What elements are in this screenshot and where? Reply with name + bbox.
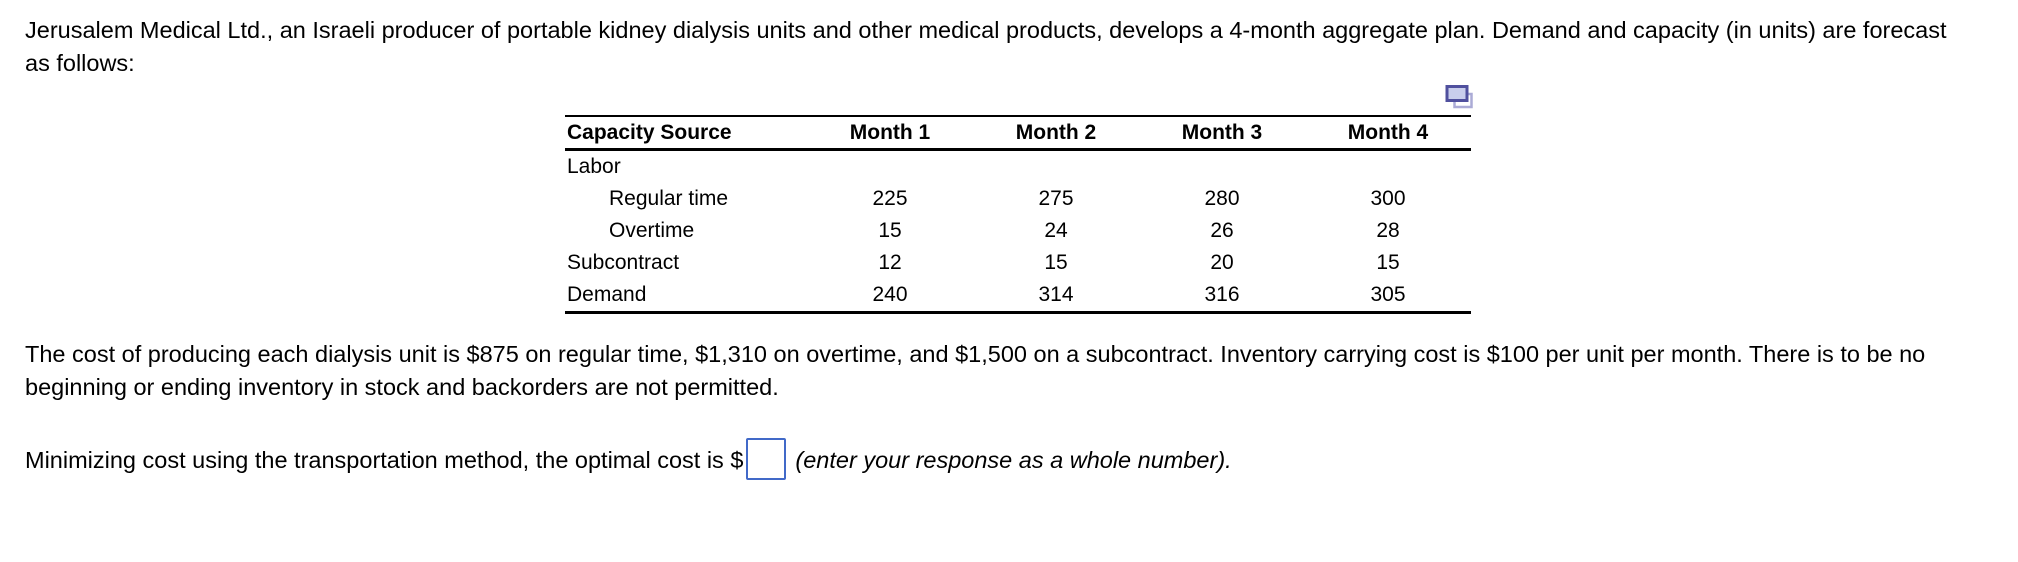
table-row-demand: Demand 240 314 316 305 — [565, 279, 1471, 314]
table-header-row: Capacity Source Month 1 Month 2 Month 3 … — [565, 116, 1471, 151]
row-label: Overtime — [609, 219, 695, 242]
row-label: Regular time — [609, 187, 729, 210]
question-suffix: (enter your response as a whole number). — [795, 447, 1232, 474]
cell-value — [807, 150, 973, 184]
column-header-month-3: Month 3 — [1139, 116, 1305, 151]
column-header-capacity-source: Capacity Source — [565, 116, 807, 151]
capacity-table-container: Capacity Source Month 1 Month 2 Month 3 … — [565, 84, 1473, 314]
question-line: Minimizing cost using the transportation… — [25, 438, 1985, 483]
cell-value — [1139, 150, 1305, 184]
table-row-labor: Labor — [565, 150, 1471, 184]
cell-value: 316 — [1139, 279, 1305, 314]
row-label: Labor — [567, 155, 621, 178]
answer-input[interactable] — [746, 438, 787, 480]
row-label: Subcontract — [567, 251, 680, 274]
column-header-month-2: Month 2 — [973, 116, 1139, 151]
cell-value: 300 — [1370, 187, 1406, 210]
cell-value: 20 — [1210, 251, 1234, 274]
cell-value: 314 — [973, 279, 1139, 314]
cell-value: 24 — [1044, 219, 1068, 242]
copy-table-icon[interactable] — [1445, 84, 1475, 111]
table-row-overtime: Overtime 15 24 26 28 — [565, 215, 1471, 247]
cell-value: 15 — [1044, 251, 1068, 274]
cell-value: 280 — [1204, 187, 1240, 210]
cell-value: 275 — [1038, 187, 1074, 210]
cell-value: 225 — [872, 187, 908, 210]
cell-value — [973, 150, 1139, 184]
column-header-month-4: Month 4 — [1305, 116, 1471, 151]
cost-statement: The cost of producing each dialysis unit… — [25, 341, 1926, 400]
cell-value: 26 — [1210, 219, 1234, 242]
cell-value: 12 — [878, 251, 902, 274]
row-label: Demand — [565, 279, 807, 314]
capacity-table: Capacity Source Month 1 Month 2 Month 3 … — [565, 115, 1471, 314]
cell-value — [1305, 150, 1471, 184]
column-header-month-1: Month 1 — [807, 116, 973, 151]
cell-value: 15 — [1376, 251, 1400, 274]
cell-value: 15 — [878, 219, 902, 242]
question-prefix: Minimizing cost using the transportation… — [25, 447, 744, 474]
cell-value: 305 — [1305, 279, 1471, 314]
problem-statement: Jerusalem Medical Ltd., an Israeli produ… — [25, 17, 1947, 76]
cell-value: 28 — [1376, 219, 1400, 242]
table-row-subcontract: Subcontract 12 15 20 15 — [565, 247, 1471, 279]
table-row-regular-time: Regular time 225 275 280 300 — [565, 183, 1471, 215]
cell-value: 240 — [807, 279, 973, 314]
